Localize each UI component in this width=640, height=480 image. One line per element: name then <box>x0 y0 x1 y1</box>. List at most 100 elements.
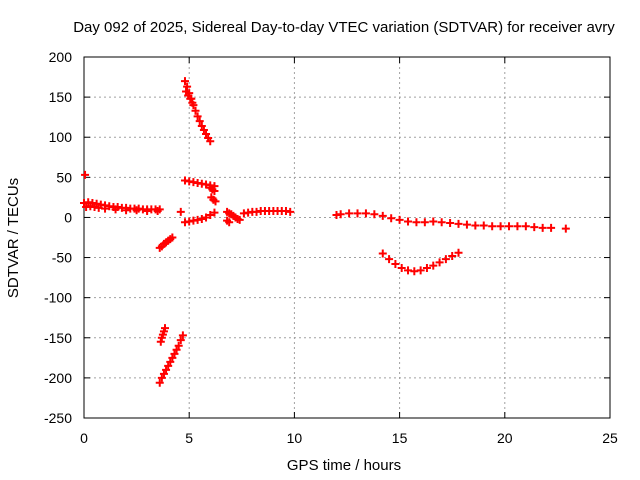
data-point <box>391 259 400 268</box>
axis-ticks <box>83 56 611 419</box>
data-marks <box>80 77 570 387</box>
grid <box>84 57 610 418</box>
data-point <box>206 137 215 146</box>
data-point <box>186 94 195 103</box>
y-axis-label: SDTVAR / TECUs <box>5 178 22 298</box>
data-point <box>188 98 197 107</box>
data-point <box>210 186 219 195</box>
data-point <box>170 349 179 358</box>
data-point <box>199 126 208 135</box>
series-drop-b <box>156 324 170 346</box>
y-tick-label: 200 <box>49 49 73 65</box>
x-tick-label: 5 <box>185 430 193 446</box>
data-point <box>162 365 171 374</box>
data-point <box>488 222 497 231</box>
data-point <box>437 218 446 227</box>
data-point <box>202 130 211 139</box>
data-point <box>174 341 183 350</box>
data-point <box>395 215 404 224</box>
data-point <box>471 221 480 230</box>
data-point <box>235 215 244 224</box>
y-tick-label: 0 <box>64 209 72 225</box>
series-mid-zero <box>180 208 219 227</box>
series-mid-45 <box>180 176 219 191</box>
series-isolated-mid <box>176 207 185 216</box>
data-point <box>454 219 463 228</box>
data-point <box>180 77 189 86</box>
data-point <box>412 218 421 227</box>
data-point <box>448 251 457 260</box>
chart-title: Day 092 of 2025, Sidereal Day-to-day VTE… <box>73 19 615 36</box>
data-point <box>195 117 204 126</box>
data-point <box>202 213 211 222</box>
data-point <box>538 223 547 232</box>
data-point <box>441 255 450 264</box>
y-tick-label: -250 <box>44 410 72 426</box>
data-point <box>176 336 185 345</box>
x-tick-label: 15 <box>392 430 408 446</box>
data-point <box>404 217 413 226</box>
series-arc-7 <box>223 207 244 227</box>
data-point <box>521 222 530 231</box>
data-point <box>513 222 522 231</box>
data-point <box>422 263 431 272</box>
data-point <box>353 209 362 218</box>
data-point <box>378 249 387 258</box>
data-point <box>286 207 295 216</box>
x-tick-label: 10 <box>287 430 303 446</box>
y-tick-label: -150 <box>44 330 72 346</box>
data-point <box>168 233 177 242</box>
data-point <box>153 207 162 216</box>
x-tick-label: 25 <box>602 430 618 446</box>
data-point <box>397 263 406 272</box>
data-point <box>156 337 165 346</box>
data-point <box>378 211 387 220</box>
y-tick-label: 100 <box>49 129 73 145</box>
y-tick-label: -200 <box>44 370 72 386</box>
data-point <box>166 357 175 366</box>
plot-frame <box>83 56 611 419</box>
data-point <box>172 345 181 354</box>
data-point <box>197 215 206 224</box>
data-point <box>547 223 556 232</box>
data-point <box>164 361 173 370</box>
x-tick-label: 20 <box>497 430 513 446</box>
data-point <box>446 219 455 228</box>
data-point <box>530 223 539 232</box>
data-point <box>182 87 191 96</box>
data-point <box>101 204 110 213</box>
data-point <box>155 378 164 387</box>
series-dip <box>378 248 463 276</box>
data-point <box>385 255 394 264</box>
x-axis-label: GPS time / hours <box>287 457 401 474</box>
data-point <box>143 207 152 216</box>
data-point <box>178 331 187 340</box>
data-point <box>206 211 215 220</box>
data-point <box>361 209 370 218</box>
x-tick-label: 0 <box>80 430 88 446</box>
data-point <box>183 82 192 91</box>
data-point <box>454 248 463 257</box>
y-tick-label: -100 <box>44 290 72 306</box>
data-point <box>496 222 505 231</box>
data-point <box>191 106 200 115</box>
data-point <box>132 206 141 215</box>
data-point <box>111 205 120 214</box>
data-point <box>197 121 206 130</box>
data-point <box>429 217 438 226</box>
tick-labels: 0 5 10 15 20 25 -250 -200 -150 -100 -50 0 50 100 150 20… <box>44 49 618 446</box>
y-tick-label: -50 <box>52 250 72 266</box>
data-point <box>370 210 379 219</box>
data-point <box>345 209 354 218</box>
series-isolated-end <box>561 224 570 233</box>
series-arc-12to22 <box>336 209 556 232</box>
data-point <box>429 261 438 270</box>
data-point <box>176 207 185 216</box>
series-neg-short <box>155 233 177 252</box>
data-point <box>159 369 168 378</box>
data-point <box>387 214 396 223</box>
series-isolated-start <box>81 170 90 179</box>
data-point <box>561 224 570 233</box>
